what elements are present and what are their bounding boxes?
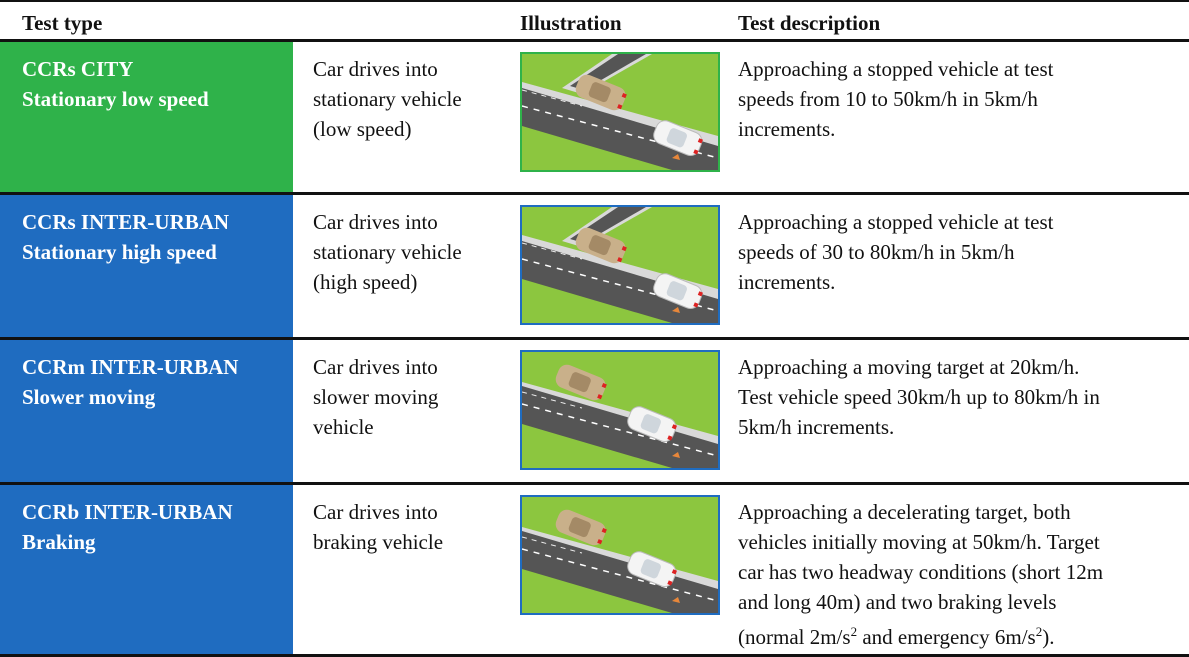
header-cell: Test type xyxy=(22,11,103,35)
text-segment: (normal 2m/s xyxy=(738,625,851,649)
short-line: (low speed) xyxy=(313,117,412,141)
description-line: speeds from 10 to 50km/h in 5km/h xyxy=(738,87,1038,111)
description-line: increments. xyxy=(738,117,836,141)
description-line: speeds of 30 to 80km/h in 5km/h xyxy=(738,240,1015,264)
illustration-drawing xyxy=(521,207,719,323)
table-header: Test type Illustration Test description xyxy=(0,0,1189,42)
short-line: stationary vehicle xyxy=(313,240,462,264)
test-type: CCRm INTER-URBAN Slower moving xyxy=(0,340,293,482)
illustration xyxy=(520,350,720,470)
test-type-line: Slower moving xyxy=(22,385,156,409)
description-line: Approaching a stopped vehicle at test xyxy=(738,57,1054,81)
header-cell: Illustration xyxy=(520,11,622,35)
short-line: braking vehicle xyxy=(313,530,444,554)
test-type: CCRb INTER-URBAN Braking xyxy=(0,485,293,654)
text-segment: and emergency 6m/s xyxy=(857,625,1036,649)
short-line: Car drives into xyxy=(313,500,438,524)
short-description: Car drives into braking vehicle xyxy=(313,497,443,557)
test-description: Approaching a moving target at 20km/h. Te… xyxy=(738,352,1100,442)
superscript: 2 xyxy=(850,624,858,639)
description-line: Approaching a stopped vehicle at test xyxy=(738,210,1054,234)
table-row: CCRs INTER-URBAN Stationary high speed Car… xyxy=(0,195,1189,340)
table-row: CCRm INTER-URBAN Slower moving Car drives … xyxy=(0,340,1189,485)
short-line: vehicle xyxy=(313,415,374,439)
short-description: Car drives into stationary vehicle (low sp… xyxy=(313,54,462,144)
short-line: Car drives into xyxy=(313,355,438,379)
test-type-line: Braking xyxy=(22,530,96,554)
header-cell: Test description xyxy=(738,11,881,35)
test-type-line: Stationary low speed xyxy=(22,87,209,111)
text-segment: ). xyxy=(1042,625,1055,649)
description-line: vehicles initially moving at 50km/h. Tar… xyxy=(738,530,1100,554)
description-line: 5km/h increments. xyxy=(738,415,895,439)
test-description: Approaching a stopped vehicle at test spe… xyxy=(738,207,1053,297)
superscript: 2 xyxy=(1035,624,1043,639)
table-row: CCRb INTER-URBAN Braking Car drives into br… xyxy=(0,485,1189,657)
description-line: Test vehicle speed 30km/h up to 80km/h i… xyxy=(738,385,1100,409)
test-type: CCRs INTER-URBAN Stationary high speed xyxy=(0,195,293,337)
table-row: CCRs CITY Stationary low speed Car drives … xyxy=(0,42,1189,195)
illustration xyxy=(520,52,720,172)
test-description: Approaching a stopped vehicle at test spe… xyxy=(738,54,1053,144)
test-type-line: CCRs CITY xyxy=(22,57,134,81)
illustration-drawing xyxy=(521,352,719,468)
test-description: Approaching a decelerating target, both v… xyxy=(738,497,1103,652)
description-line: and long 40m) and two braking levels xyxy=(738,590,1057,614)
illustration xyxy=(520,205,720,325)
description-line: Approaching a decelerating target, both xyxy=(738,500,1071,524)
short-description: Car drives into stationary vehicle (high s… xyxy=(313,207,462,297)
short-line: stationary vehicle xyxy=(313,87,462,111)
test-type-line: CCRb INTER-URBAN xyxy=(22,500,233,524)
illustration-drawing xyxy=(521,497,719,613)
illustration xyxy=(520,495,720,615)
test-type: CCRs CITY Stationary low speed xyxy=(0,42,293,192)
short-line: slower moving xyxy=(313,385,439,409)
description-line: increments. xyxy=(738,270,836,294)
short-line: Car drives into xyxy=(313,210,438,234)
short-line: Car drives into xyxy=(313,57,438,81)
description-line: car has two headway conditions (short 12… xyxy=(738,560,1104,584)
description-line: Approaching a moving target at 20km/h. xyxy=(738,355,1080,379)
test-type-line: Stationary high speed xyxy=(22,240,217,264)
short-line: (high speed) xyxy=(313,270,418,294)
illustration-drawing xyxy=(521,54,719,170)
test-type-line: CCRs INTER-URBAN xyxy=(22,210,230,234)
short-description: Car drives into slower moving vehicle xyxy=(313,352,438,442)
description-line: (normal 2m/s2 and emergency 6m/s2). xyxy=(738,617,1103,652)
test-type-line: CCRm INTER-URBAN xyxy=(22,355,239,379)
